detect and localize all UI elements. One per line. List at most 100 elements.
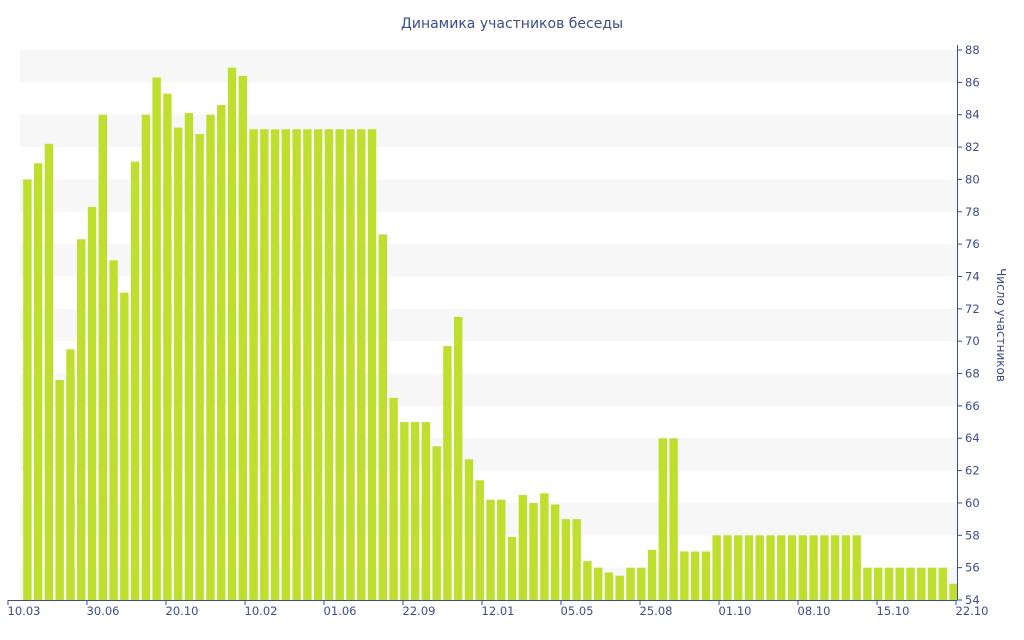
bar[interactable] [927, 567, 937, 600]
bar[interactable] [44, 143, 54, 600]
bar[interactable] [583, 561, 592, 600]
bar[interactable] [798, 535, 808, 600]
y-tick-label: 56 [965, 561, 980, 575]
bar[interactable] [906, 567, 915, 600]
bar[interactable] [410, 422, 420, 600]
bar[interactable] [120, 292, 129, 600]
bar[interactable] [712, 535, 721, 600]
bar[interactable] [66, 349, 75, 600]
bar[interactable] [443, 346, 452, 600]
bar[interactable] [238, 75, 247, 600]
bar[interactable] [529, 502, 538, 600]
bar[interactable] [313, 129, 323, 600]
bar[interactable] [475, 480, 484, 600]
bar[interactable] [895, 567, 904, 600]
y-tick-label: 82 [965, 140, 980, 154]
bar[interactable] [184, 113, 194, 600]
bar[interactable] [723, 535, 732, 600]
bar[interactable] [367, 129, 377, 600]
bar[interactable] [453, 316, 463, 600]
x-tick-label: 01.06 [324, 604, 357, 618]
y-axis-label: Число участников [994, 268, 1008, 382]
bar[interactable] [766, 535, 775, 600]
bar[interactable] [217, 105, 226, 600]
bar[interactable] [33, 163, 43, 601]
bar[interactable] [938, 567, 948, 600]
bar[interactable] [626, 567, 635, 600]
bar[interactable] [863, 567, 872, 600]
bar[interactable] [594, 567, 603, 600]
bar[interactable] [77, 239, 86, 600]
bar[interactable] [324, 129, 334, 600]
bar[interactable] [87, 206, 97, 600]
bar[interactable] [378, 234, 387, 600]
bar[interactable] [680, 551, 689, 600]
bar[interactable] [550, 504, 560, 600]
bar[interactable] [346, 129, 355, 600]
bar[interactable] [98, 114, 107, 601]
bar[interactable] [486, 499, 495, 600]
bar[interactable] [389, 397, 398, 600]
bar[interactable] [658, 438, 668, 600]
x-tick-label: 15.10 [877, 604, 910, 618]
bar[interactable] [949, 583, 958, 600]
bar[interactable] [572, 519, 581, 600]
bar[interactable] [777, 535, 786, 600]
bar[interactable] [400, 422, 409, 600]
bar[interactable] [23, 179, 32, 600]
bar[interactable] [195, 134, 204, 600]
bar[interactable] [841, 535, 851, 600]
bar[interactable] [281, 129, 291, 600]
bar[interactable] [109, 260, 118, 600]
bar[interactable] [206, 114, 215, 601]
bar[interactable] [917, 567, 926, 600]
bar[interactable] [55, 380, 64, 600]
bar[interactable] [292, 129, 301, 600]
background-band [20, 50, 957, 83]
bar[interactable] [173, 127, 183, 601]
bar[interactable] [874, 567, 883, 600]
bar[interactable] [130, 161, 140, 600]
bar[interactable] [820, 535, 829, 600]
bar[interactable] [604, 572, 614, 601]
bar[interactable] [809, 535, 818, 600]
bar[interactable] [227, 67, 237, 601]
bar[interactable] [615, 575, 624, 600]
bar[interactable] [464, 459, 474, 600]
y-tick-label: 64 [965, 431, 980, 445]
bar[interactable] [141, 114, 151, 601]
bar[interactable] [884, 567, 894, 600]
x-tick-label: 10.03 [8, 604, 41, 618]
bar[interactable] [260, 129, 269, 600]
y-ticks-group: 54 56 58 60 62 64 66 68 70 72 74 76 78 80 82 84 86 88 [957, 43, 980, 607]
bar[interactable] [163, 93, 172, 601]
bar[interactable] [497, 499, 506, 600]
bar[interactable] [701, 551, 711, 600]
y-tick-label: 58 [965, 528, 980, 542]
bar[interactable] [421, 422, 431, 600]
y-tick-label: 62 [965, 464, 980, 478]
x-tick-label: 22.10 [956, 604, 989, 618]
bar[interactable] [830, 535, 840, 600]
bar[interactable] [561, 519, 571, 600]
bar[interactable] [852, 535, 861, 600]
bar[interactable] [303, 129, 312, 600]
bar[interactable] [744, 535, 754, 600]
bar[interactable] [755, 535, 764, 600]
bar[interactable] [787, 535, 797, 600]
bar[interactable] [152, 77, 161, 601]
bar[interactable] [540, 493, 549, 600]
bar[interactable] [647, 549, 657, 600]
bar[interactable] [518, 494, 528, 600]
bar[interactable] [690, 551, 700, 600]
bar[interactable] [335, 129, 344, 600]
bar[interactable] [270, 129, 280, 600]
bar[interactable] [637, 567, 646, 600]
bar[interactable] [432, 446, 441, 600]
bar[interactable] [249, 129, 258, 600]
bar[interactable] [669, 438, 678, 600]
bar[interactable] [507, 536, 517, 600]
bar[interactable] [734, 535, 743, 600]
bar[interactable] [357, 129, 366, 600]
